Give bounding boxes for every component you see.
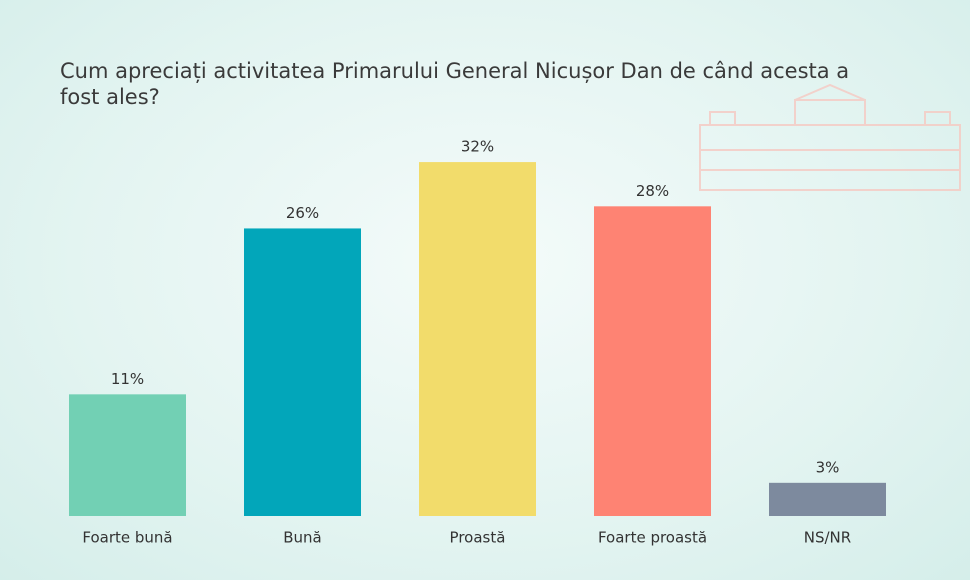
- bar: [69, 394, 186, 516]
- bar: [769, 482, 886, 516]
- x-tick-label: NS/NR: [804, 529, 851, 547]
- x-tick-label: Foarte bună: [82, 529, 172, 547]
- value-label: 32%: [461, 138, 494, 156]
- value-label: 3%: [816, 458, 840, 476]
- value-label: 28%: [636, 182, 669, 200]
- x-tick-label: Proastă: [450, 529, 506, 547]
- value-label: 11%: [111, 370, 144, 388]
- value-label: 26%: [286, 204, 319, 222]
- bar: [419, 162, 536, 516]
- x-tick-label: Foarte proastă: [598, 529, 707, 547]
- x-tick-label: Bună: [283, 529, 322, 547]
- chart-title: Cum apreciați activitatea Primarului Gen…: [60, 59, 850, 109]
- bar: [594, 206, 711, 516]
- building-decoration: [699, 83, 961, 191]
- bar: [244, 228, 361, 516]
